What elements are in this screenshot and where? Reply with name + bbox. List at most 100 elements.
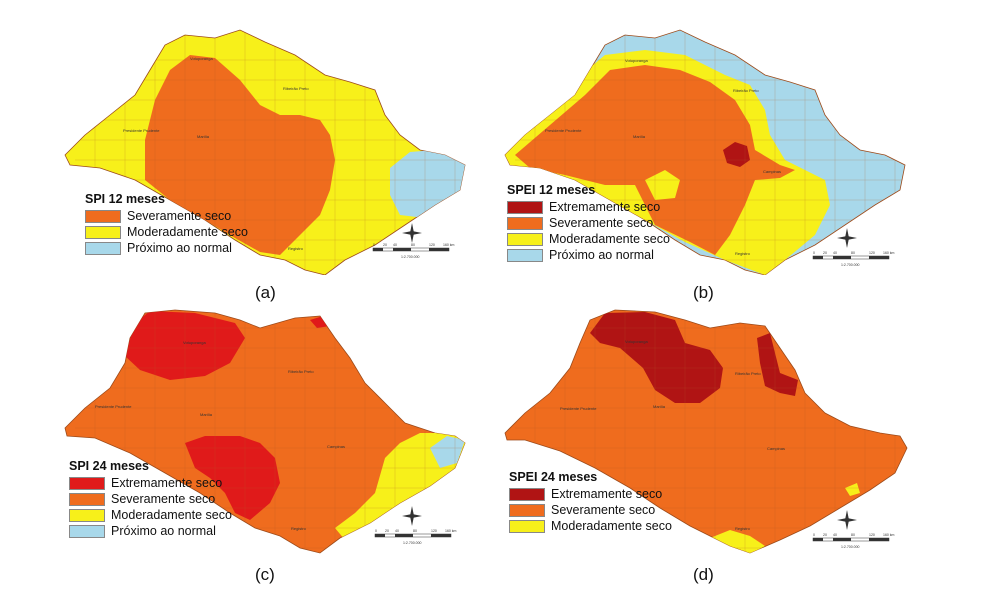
compass-icon	[402, 223, 422, 243]
zone-near-normal	[390, 150, 465, 218]
legend-title: SPEI 12 meses	[507, 183, 596, 197]
svg-text:120: 120	[869, 251, 875, 255]
municipal-grid	[515, 30, 905, 275]
map-d: Votuporanga Ribeirão Preto Presidente Pr…	[504, 309, 908, 554]
legend-item: Moderadamente seco	[85, 224, 248, 240]
city-label: Votuporanga	[625, 339, 648, 344]
panel-caption: (a)	[255, 283, 276, 302]
legend: SPI 24 meses Extremamente seco Severamen…	[69, 459, 232, 539]
scale-ratio: 1:2.700.000	[401, 255, 420, 259]
city-label: Campinas	[763, 169, 781, 174]
legend: SPEI 24 meses Extremamente seco Severame…	[509, 470, 672, 534]
legend: SPEI 12 meses Extremamente seco Severame…	[507, 183, 670, 263]
map-panel-b: Votuporanga Ribeirão Preto Presidente Pr…	[495, 20, 935, 275]
zone-moderate	[335, 433, 465, 540]
legend-item: Próximo ao normal	[507, 247, 670, 263]
map-b: Votuporanga Ribeirão Preto Presidente Pr…	[504, 29, 906, 275]
svg-text:40: 40	[393, 243, 397, 247]
zone-extreme	[757, 333, 798, 396]
legend-item: Extremamente seco	[69, 475, 232, 491]
svg-text:40: 40	[833, 533, 837, 537]
city-label: Ribeirão Preto	[283, 86, 309, 91]
zone-moderate-patch	[645, 170, 680, 200]
city-label: Registro	[291, 526, 307, 531]
svg-text:20: 20	[823, 251, 827, 255]
city-label: Ribeirão Preto	[735, 371, 761, 376]
legend-item: Próximo ao normal	[69, 523, 232, 539]
city-label: Ribeirão Preto	[288, 369, 314, 374]
legend-title: SPEI 24 meses	[509, 470, 598, 484]
scale-bar: 0 20 40 80 120 160 km 1:2.700.000	[372, 243, 455, 259]
map-panel-a: Votuporanga Ribeirão Preto Presidente Pr…	[55, 20, 495, 275]
city-label: Presidente Prudente	[95, 404, 132, 409]
svg-text:160 km: 160 km	[443, 243, 455, 247]
svg-text:40: 40	[833, 251, 837, 255]
zone-extreme	[723, 142, 750, 167]
municipal-grid	[515, 310, 907, 553]
legend-item: Moderadamente seco	[507, 231, 670, 247]
municipal-grid	[75, 30, 465, 275]
city-label: Campinas	[327, 444, 345, 449]
svg-text:20: 20	[383, 243, 387, 247]
panel-caption: (b)	[693, 283, 714, 302]
svg-text:0: 0	[375, 529, 377, 533]
legend-item: Severamente seco	[85, 208, 248, 224]
svg-text:120: 120	[431, 529, 437, 533]
scale-bar: 0 20 40 80 120 160 km 1:2.700.000	[812, 251, 895, 267]
city-label: Ribeirão Preto	[733, 88, 759, 93]
legend-item: Próximo ao normal	[85, 240, 248, 256]
svg-text:80: 80	[851, 533, 855, 537]
panel-caption: (d)	[693, 565, 714, 584]
city-label: Campinas	[767, 446, 785, 451]
city-label: Votuporanga	[190, 56, 213, 61]
city-label: Votuporanga	[625, 58, 648, 63]
svg-text:40: 40	[395, 529, 399, 533]
map-a: Votuporanga Ribeirão Preto Presidente Pr…	[64, 29, 466, 275]
svg-text:160 km: 160 km	[883, 251, 895, 255]
panel-caption: (c)	[255, 565, 275, 584]
zone-moderate	[845, 483, 860, 496]
municipal-grid	[75, 310, 465, 553]
svg-text:20: 20	[823, 533, 827, 537]
legend-item: Extremamente seco	[507, 199, 670, 215]
legend-item: Moderadamente seco	[509, 518, 672, 534]
svg-text:0: 0	[813, 251, 815, 255]
zone-extreme	[185, 436, 280, 520]
svg-text:80: 80	[411, 243, 415, 247]
zone-severe	[145, 55, 335, 255]
map-c: Votuporanga Ribeirão Preto Presidente Pr…	[64, 309, 466, 554]
zone-near-normal	[430, 436, 465, 468]
scale-ratio: 1:2.700.000	[403, 541, 422, 545]
svg-text:120: 120	[869, 533, 875, 537]
map-panel-c: Votuporanga Ribeirão Preto Presidente Pr…	[55, 308, 495, 563]
city-label: Votuporanga	[183, 340, 206, 345]
scale-ratio: 1:2.700.000	[841, 545, 860, 549]
legend: SPI 12 meses Severamente seco Moderadame…	[85, 192, 248, 256]
svg-text:120: 120	[429, 243, 435, 247]
city-label: Registro	[288, 246, 304, 251]
svg-text:0: 0	[813, 533, 815, 537]
city-label: Marília	[200, 412, 213, 417]
city-label: Marília	[633, 134, 646, 139]
svg-text:80: 80	[851, 251, 855, 255]
svg-text:160 km: 160 km	[883, 533, 895, 537]
city-label: Marília	[653, 404, 666, 409]
city-label: Presidente Prudente	[123, 128, 160, 133]
legend-item: Moderadamente seco	[69, 507, 232, 523]
city-label: Presidente Prudente	[560, 406, 597, 411]
compass-icon	[402, 506, 422, 526]
city-label: Marília	[197, 134, 210, 139]
legend-item: Severamente seco	[509, 502, 672, 518]
svg-text:80: 80	[413, 529, 417, 533]
scale-bar: 0 20 40 80 120 160 km 1:2.700.000	[812, 533, 895, 549]
city-label: Registro	[735, 526, 751, 531]
compass-icon	[837, 510, 857, 530]
city-label: Presidente Prudente	[545, 128, 582, 133]
svg-text:20: 20	[385, 529, 389, 533]
legend-item: Extremamente seco	[509, 486, 672, 502]
scale-bar: 0 20 40 80 120 160 km 1:2.700.000	[374, 529, 457, 545]
legend-item: Severamente seco	[507, 215, 670, 231]
svg-text:160 km: 160 km	[445, 529, 457, 533]
scale-ratio: 1:2.700.000	[841, 263, 860, 267]
zone-extreme	[590, 312, 723, 403]
